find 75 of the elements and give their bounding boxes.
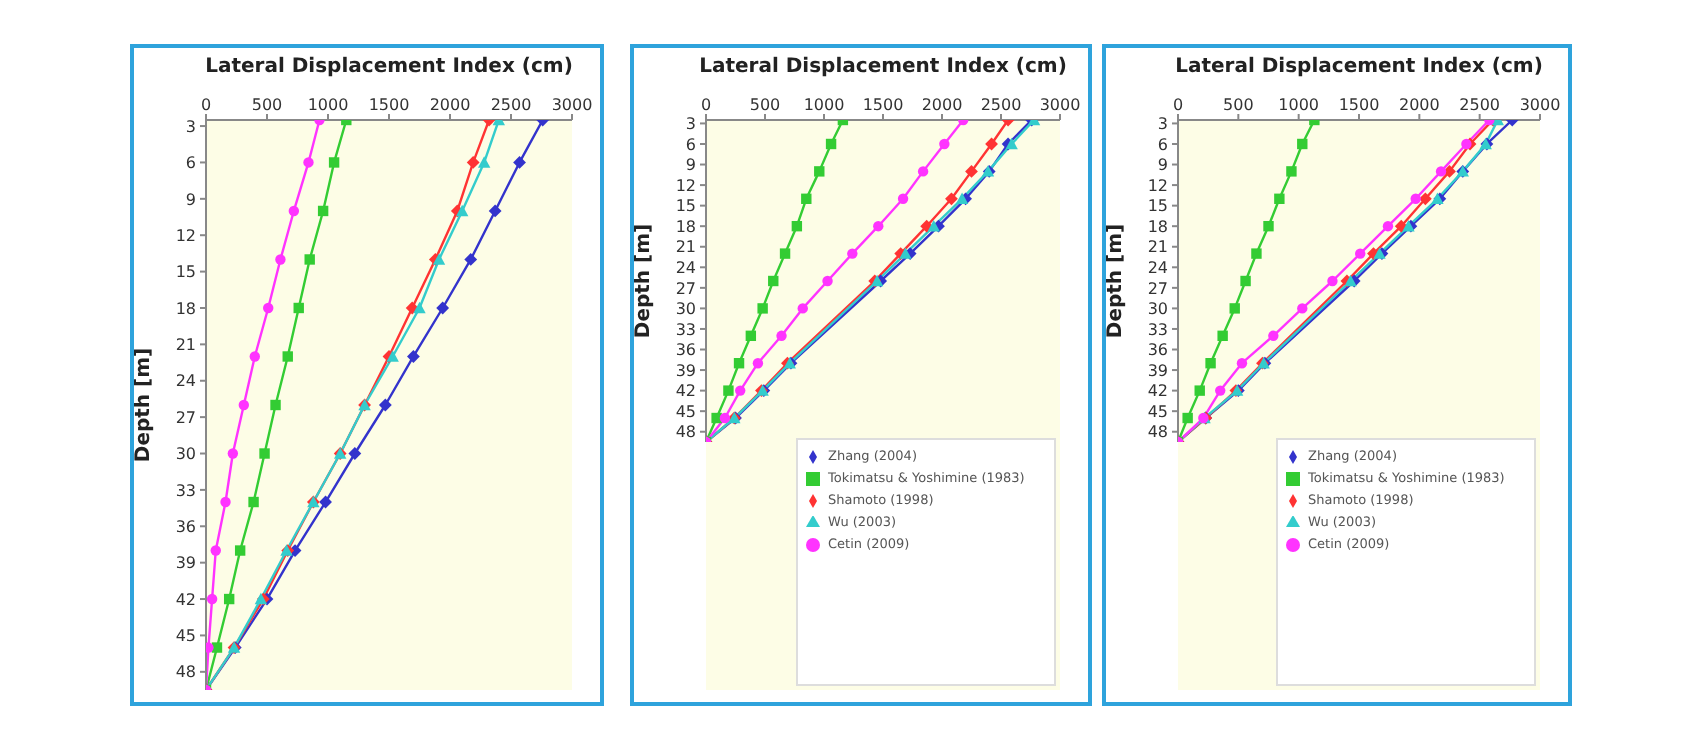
x-tick-label: 1500 [862,96,904,114]
y-tick-label: 36 [175,517,196,536]
y-tick-label: 36 [675,341,696,360]
y-axis-title: Depth [m] [633,223,656,339]
y-tick-label: 45 [675,402,696,421]
y-tick-label: 21 [175,336,196,355]
x-tick-label: 2000 [429,96,471,114]
y-tick-label: 33 [1147,320,1168,339]
x-tick-label: 1000 [803,96,845,114]
x-tick-label: 500 [749,96,781,114]
x-tick-label: 1000 [307,96,349,114]
x-tick-label: 2500 [980,96,1022,114]
y-tick-label: 18 [175,299,196,318]
x-tick-label: 500 [1223,96,1254,114]
y-tick-label: 24 [1147,258,1168,277]
y-tick-label: 30 [675,300,696,319]
y-tick-label: 45 [175,627,196,646]
y-tick-label: 9 [685,156,696,175]
y-tick-label: 27 [675,279,696,298]
y-axis-title: Depth [m] [133,347,156,463]
y-tick-label: 39 [1147,361,1168,380]
y-tick-label: 6 [185,154,196,173]
x-tick-label: 2000 [1398,96,1440,114]
y-tick-label: 3 [1157,115,1168,134]
x-tick-label: 2500 [490,96,532,114]
x-tick-label: 0 [700,96,712,114]
x-tick-label: 2000 [921,96,963,114]
y-tick-label: 15 [675,197,696,216]
y-tick-label: 3 [685,115,696,134]
y-tick-label: 39 [175,554,196,573]
y-tick-label: 9 [185,190,196,209]
y-axis-title: Depth [m] [1105,223,1128,339]
y-tick-label: 15 [175,263,196,282]
x-tick-label: 1500 [368,96,410,114]
y-tick-label: 6 [1157,135,1168,154]
x-tick-label: 500 [251,96,283,114]
y-tick-label: 12 [675,176,696,195]
y-tick-label: 45 [1147,402,1168,421]
y-tick-label: 24 [175,372,196,391]
y-tick-label: 39 [675,361,696,380]
y-tick-label: 3 [185,117,196,136]
x-axis-title: Lateral Displacement Index (cm) [1175,56,1543,79]
y-tick-label: 27 [175,408,196,427]
y-tick-label: 30 [1147,300,1168,319]
x-tick-label: 0 [1172,96,1184,114]
y-tick-label: 18 [1147,217,1168,236]
y-tick-label: 18 [675,217,696,236]
x-tick-label: 1000 [1278,96,1320,114]
y-tick-label: 12 [175,226,196,245]
x-axis-title: Lateral Displacement Index (cm) [699,56,1067,79]
y-tick-label: 36 [1147,341,1168,360]
y-tick-label: 6 [685,135,696,154]
y-tick-label: 42 [675,382,696,401]
x-axis-title: Lateral Displacement Index (cm) [205,56,573,79]
y-tick-label: 42 [175,590,196,609]
y-tick-label: 21 [1147,238,1168,257]
x-tick-label: 1500 [1338,96,1380,114]
x-tick-label: 2500 [1459,96,1501,114]
y-tick-label: 48 [175,663,196,682]
x-tick-label: 3000 [551,96,593,114]
x-tick-label: 0 [200,96,212,114]
y-tick-label: 33 [675,320,696,339]
y-tick-label: 24 [675,258,696,277]
y-tick-label: 21 [675,238,696,257]
x-tick-label: 3000 [1519,96,1561,114]
y-tick-label: 27 [1147,279,1168,298]
y-tick-label: 12 [1147,176,1168,195]
x-tick-label: 3000 [1039,96,1081,114]
y-tick-label: 9 [1157,156,1168,175]
y-tick-label: 30 [175,445,196,464]
y-tick-label: 33 [175,481,196,500]
y-tick-label: 42 [1147,382,1168,401]
y-tick-label: 48 [675,423,696,442]
y-tick-label: 48 [1147,423,1168,442]
y-tick-label: 15 [1147,197,1168,216]
